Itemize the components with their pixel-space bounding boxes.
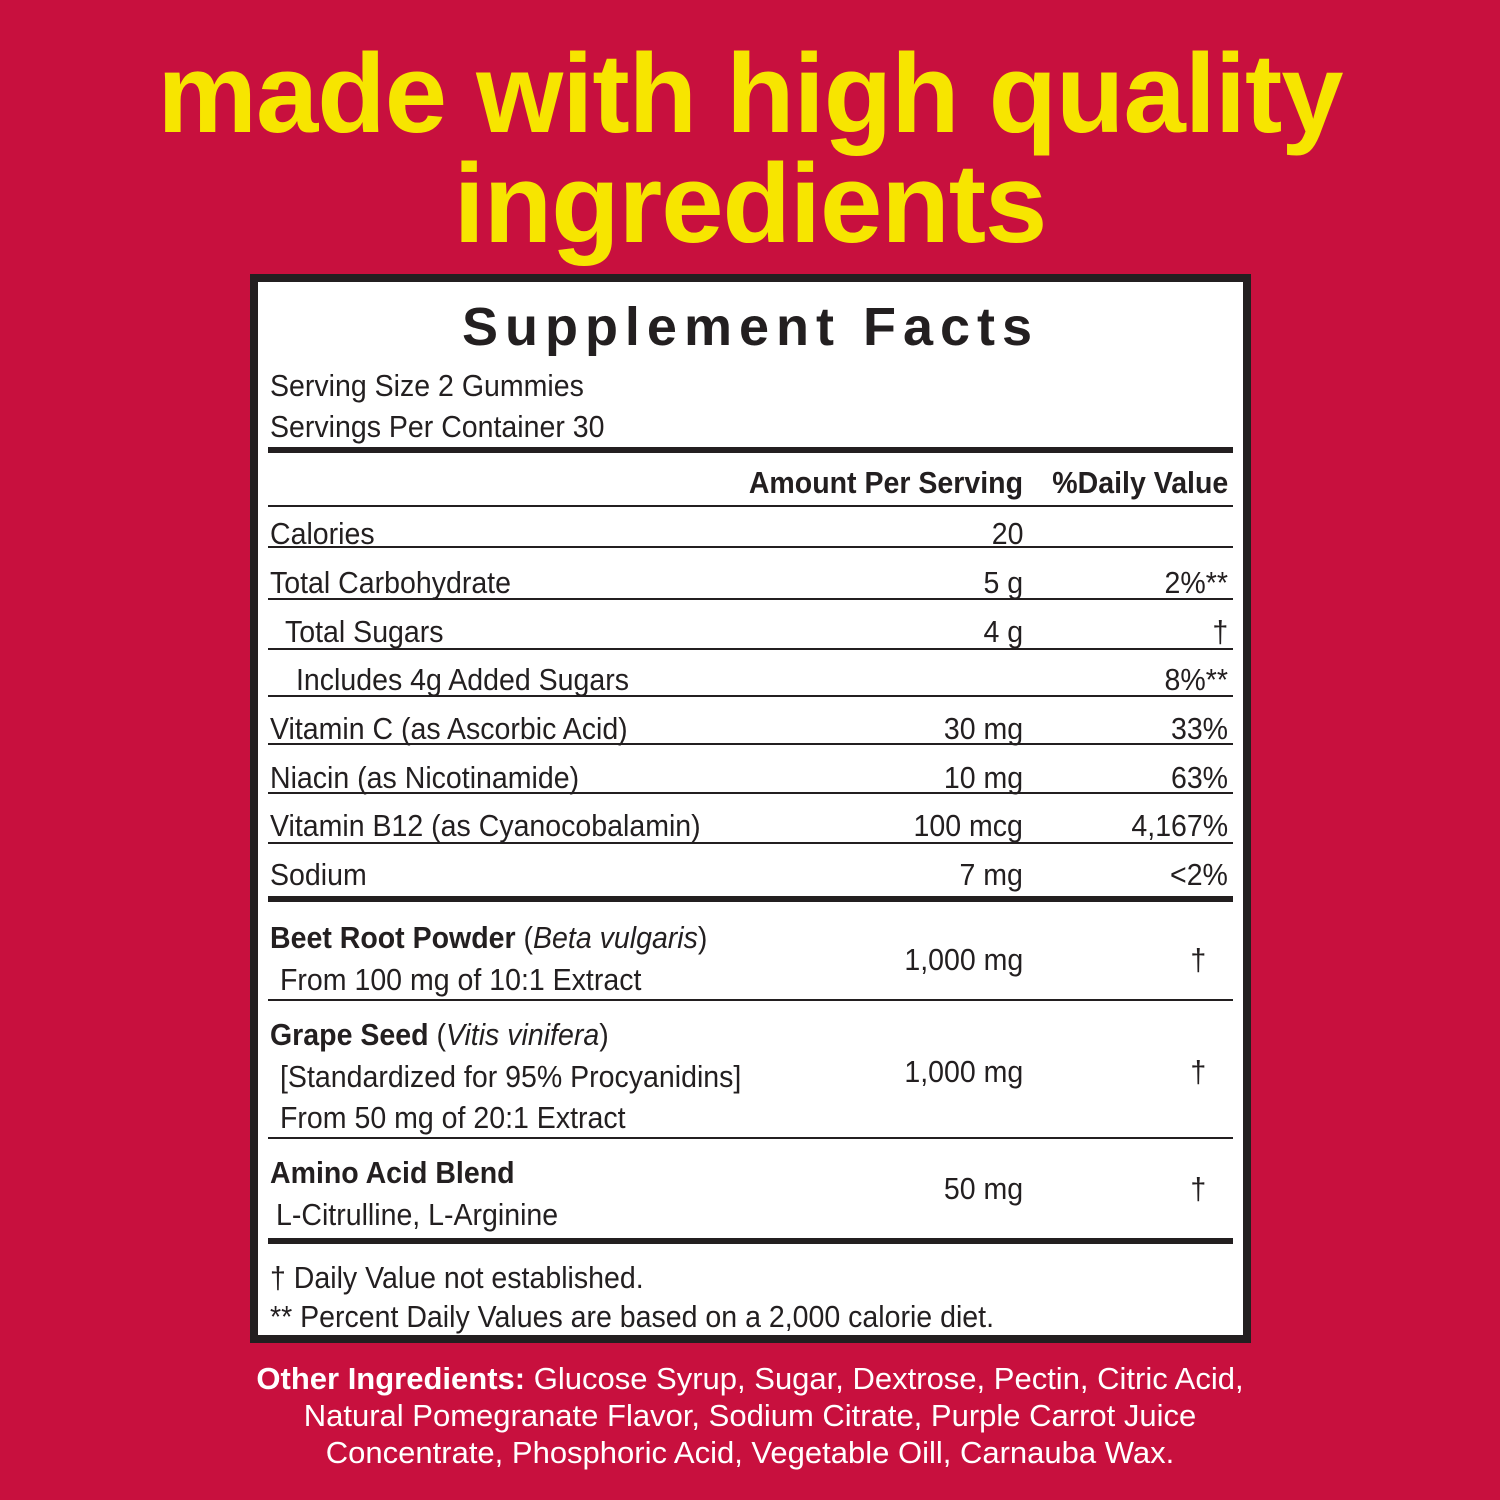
divider xyxy=(268,999,1233,1001)
ingredient-daily-value: † xyxy=(1190,942,1206,977)
ingredient-daily-value: † xyxy=(1190,1054,1206,1089)
ingredient-amount: 1,000 mg xyxy=(904,942,1023,977)
footnote: ** Percent Daily Values are based on a 2… xyxy=(270,1299,995,1334)
nutrient-name: Includes 4g Added Sugars xyxy=(296,662,629,697)
ingredient-daily-value: † xyxy=(1190,1171,1206,1206)
divider xyxy=(268,598,1233,600)
column-header-amount: Amount Per Serving xyxy=(748,465,1023,500)
divider xyxy=(268,695,1233,697)
footnote: † Daily Value not established. xyxy=(270,1260,644,1295)
supplement-facts-panel: Supplement Facts Serving Size 2 Gummies … xyxy=(250,274,1251,1343)
nutrient-daily-value: <2% xyxy=(1170,857,1228,892)
ingredient-name: Beet Root Powder (Beta vulgaris) xyxy=(270,920,708,955)
divider xyxy=(268,447,1233,453)
other-ingredients-label: Other Ingredients: xyxy=(256,1361,526,1396)
divider xyxy=(268,505,1233,507)
ingredient-detail: [Standardized for 95% Procyanidins] xyxy=(280,1059,742,1094)
nutrient-amount: 20 xyxy=(991,516,1023,551)
ingredient-name: Grape Seed (Vitis vinifera) xyxy=(270,1017,609,1052)
servings-per-container: Servings Per Container 30 xyxy=(270,409,605,444)
nutrient-name: Vitamin B12 (as Cyanocobalamin) xyxy=(270,808,701,843)
nutrient-daily-value: 4,167% xyxy=(1131,808,1228,843)
nutrient-amount: 30 mg xyxy=(943,711,1023,746)
headline-line-1: made with high quality xyxy=(157,31,1343,156)
divider xyxy=(268,896,1233,902)
divider xyxy=(268,1238,1233,1244)
nutrient-name: Total Carbohydrate xyxy=(270,565,511,600)
headline-line-2: ingredients xyxy=(453,141,1048,266)
divider xyxy=(268,648,1233,650)
facts-title: Supplement Facts xyxy=(461,297,1040,357)
nutrient-daily-value: 33% xyxy=(1170,711,1228,746)
ingredient-detail: L-Citrulline, L-Arginine xyxy=(276,1197,559,1232)
nutrient-amount: 7 mg xyxy=(959,857,1023,892)
nutrient-amount: 10 mg xyxy=(943,760,1023,795)
divider xyxy=(268,842,1233,844)
ingredient-detail: From 100 mg of 10:1 Extract xyxy=(280,962,642,997)
nutrient-amount: 4 g xyxy=(983,614,1023,649)
nutrient-name: Vitamin C (as Ascorbic Acid) xyxy=(270,711,628,746)
ingredient-amount: 50 mg xyxy=(943,1171,1023,1206)
nutrient-daily-value: 8%** xyxy=(1164,662,1228,697)
nutrient-name: Niacin (as Nicotinamide) xyxy=(270,760,580,795)
nutrient-name: Calories xyxy=(270,516,375,551)
nutrient-daily-value: 2%** xyxy=(1164,565,1228,600)
divider xyxy=(268,792,1233,794)
nutrient-name: Sodium xyxy=(270,857,367,892)
other-ingredients-text: Glucose Syrup, Sugar, Dextrose, Pectin, … xyxy=(303,1361,1244,1470)
ingredient-name: Amino Acid Blend xyxy=(270,1155,515,1190)
ingredient-detail: From 50 mg of 20:1 Extract xyxy=(280,1100,626,1135)
divider xyxy=(268,743,1233,745)
ingredient-amount: 1,000 mg xyxy=(904,1054,1023,1089)
nutrient-amount: 5 g xyxy=(983,565,1023,600)
nutrient-daily-value: † xyxy=(1212,614,1228,649)
serving-size: Serving Size 2 Gummies xyxy=(270,368,584,403)
nutrient-name: Total Sugars xyxy=(285,614,444,649)
other-ingredients: Other Ingredients: Glucose Syrup, Sugar,… xyxy=(240,1360,1260,1471)
nutrient-daily-value: 63% xyxy=(1170,760,1228,795)
nutrient-amount: 100 mcg xyxy=(913,808,1023,843)
divider xyxy=(268,1137,1233,1139)
divider xyxy=(268,546,1233,548)
column-header-daily-value: %Daily Value xyxy=(1052,465,1228,500)
